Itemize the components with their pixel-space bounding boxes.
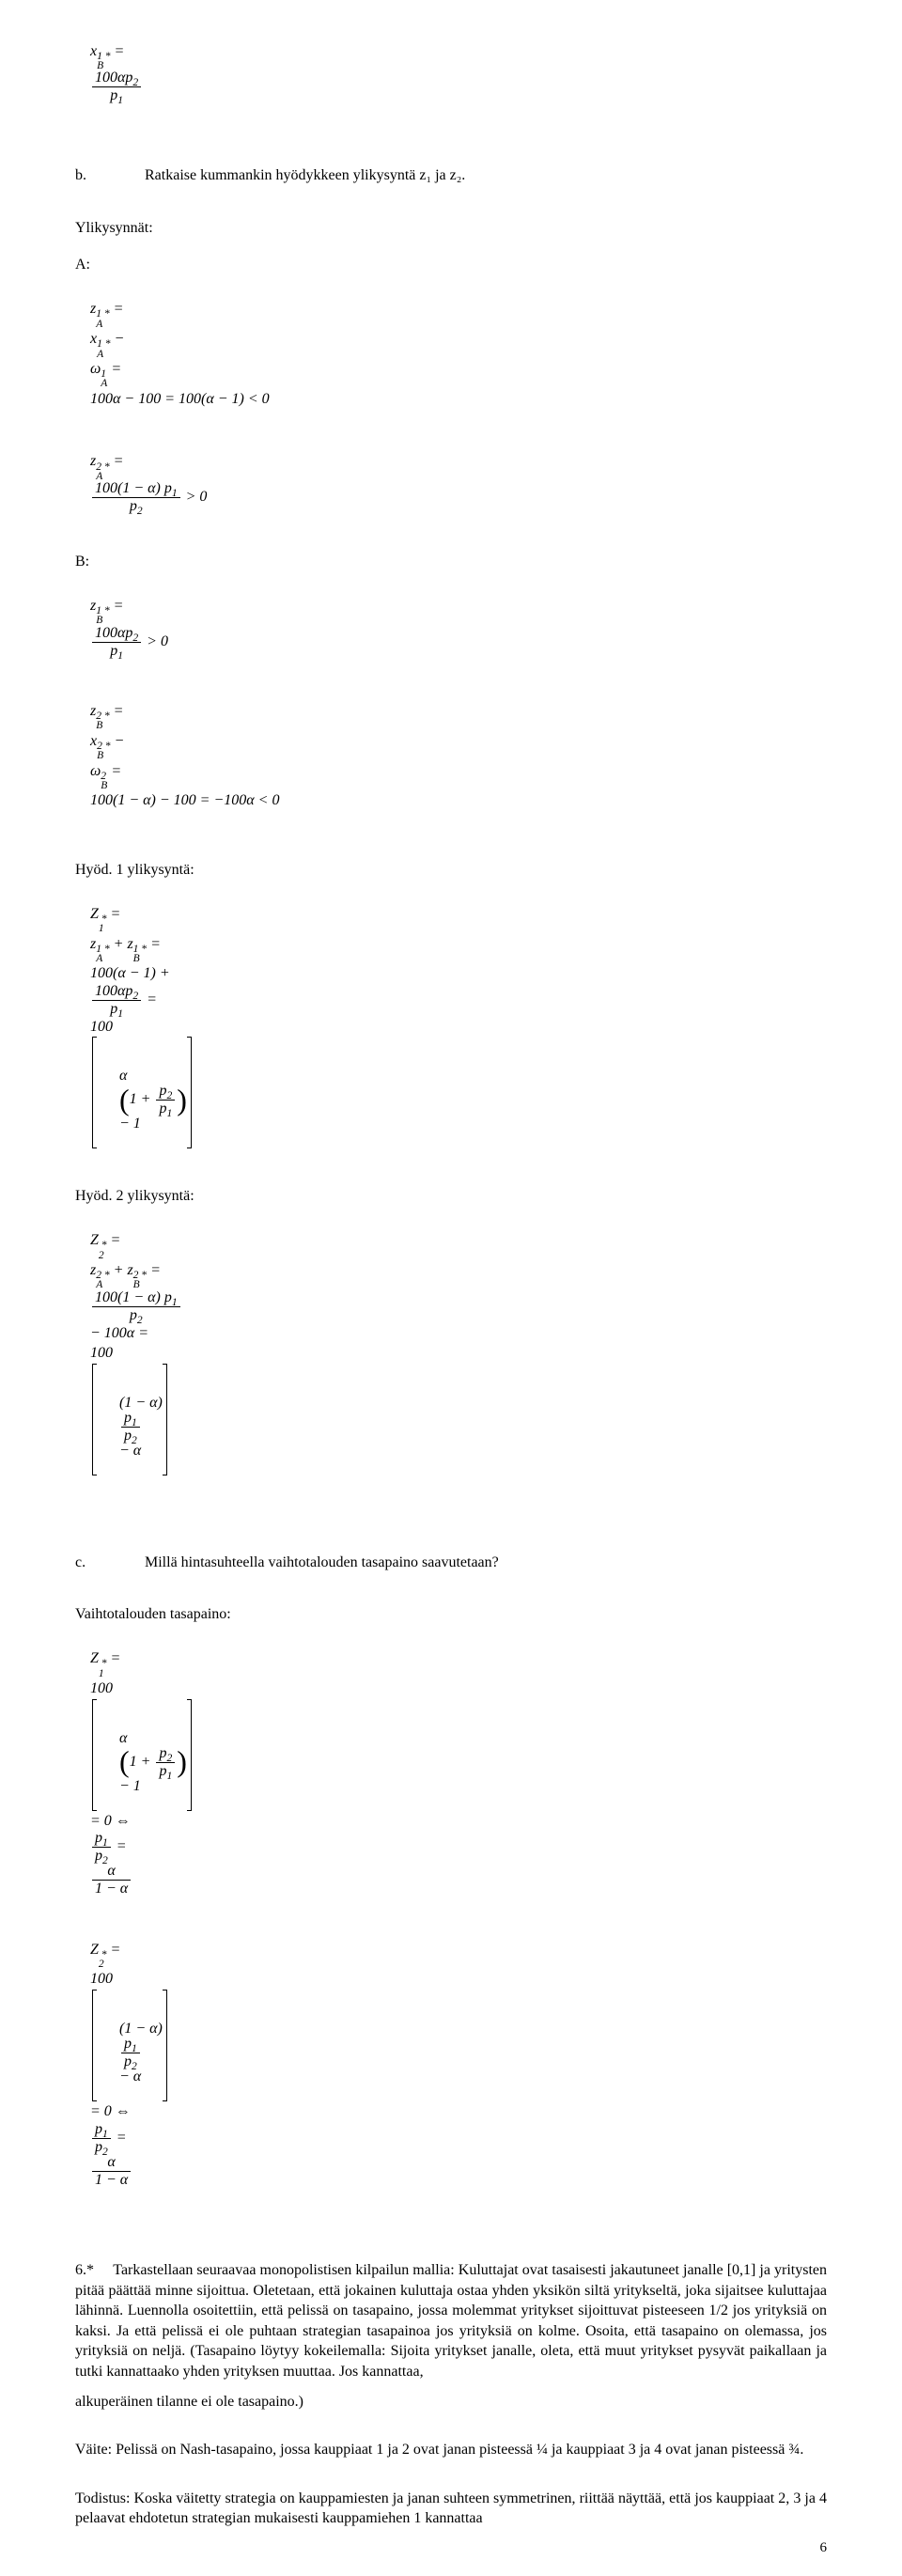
hyod2-heading: Hyöd. 2 ylikysyntä: [75,1186,827,1207]
vaite-para: Väite: Pelissä on Nash-tasapaino, jossa … [75,2440,827,2460]
question-6: 6.* Tarkastellaan seuraavaa monopolistis… [75,2260,827,2382]
eq-zA1: z1 *A = x1 *A − ω1A = 100α − 100 = 100(α… [75,279,827,429]
eq-zB2: z2 *B = x2 *B − ω2B = 100(1 − α) − 100 =… [75,680,827,831]
eq-Z2-solve: Z *2 = 100 (1 − α) p1p2 − α = 0 ⇔ p1p2 =… [75,1919,827,2208]
question-b: b. Ratkaise kummankin hyödykkeen ylikysy… [75,165,827,186]
eq-Z1: Z *1 = z1 *A + z1 *B = 100(α − 1) + 100α… [75,883,827,1169]
question-6-tail: alkuperäinen tilanne ei ole tasapaino.) [75,2392,827,2412]
vaihto-heading: Vaihtotalouden tasapaino: [75,1604,827,1625]
text-b: Ratkaise kummankin hyödykkeen ylikysyntä… [145,167,465,183]
label-b: b. [75,165,141,186]
text-6: Tarkastellaan seuraavaa monopolistisen k… [75,2262,827,2380]
label-c: c. [75,1553,141,1573]
label-6: 6.* [75,2262,94,2278]
page-number: 6 [820,2538,828,2557]
page: x1 *B = 100αp2p1 b. Ratkaise kummankin h… [0,0,902,2576]
question-c: c. Millä hintasuhteella vaihtotalouden t… [75,1553,827,1573]
eq-zA2: z2 *A = 100(1 − α) p1p2 > 0 [75,431,827,535]
text-c: Millä hintasuhteella vaihtotalouden tasa… [145,1554,499,1570]
eq-xB1: x1 *B = 100αp2p1 [75,21,827,124]
eq-Z1-solve: Z *1 = 100 α (1 + p2p1) − 1 = 0 ⇔ p1p2 =… [75,1629,827,1917]
eq-Z2: Z *2 = z2 *A + z2 *B = 100(1 − α) p1p2 −… [75,1210,827,1496]
ylikysynnat-heading: Ylikysynnät: [75,218,827,239]
hyod1-heading: Hyöd. 1 ylikysyntä: [75,860,827,881]
label-B: B: [75,552,827,572]
todistus-para: Todistus: Koska väitetty strategia on ka… [75,2489,827,2529]
eq-zB1: z1 *B = 100αp2p1 > 0 [75,575,827,679]
label-A: A: [75,255,827,275]
